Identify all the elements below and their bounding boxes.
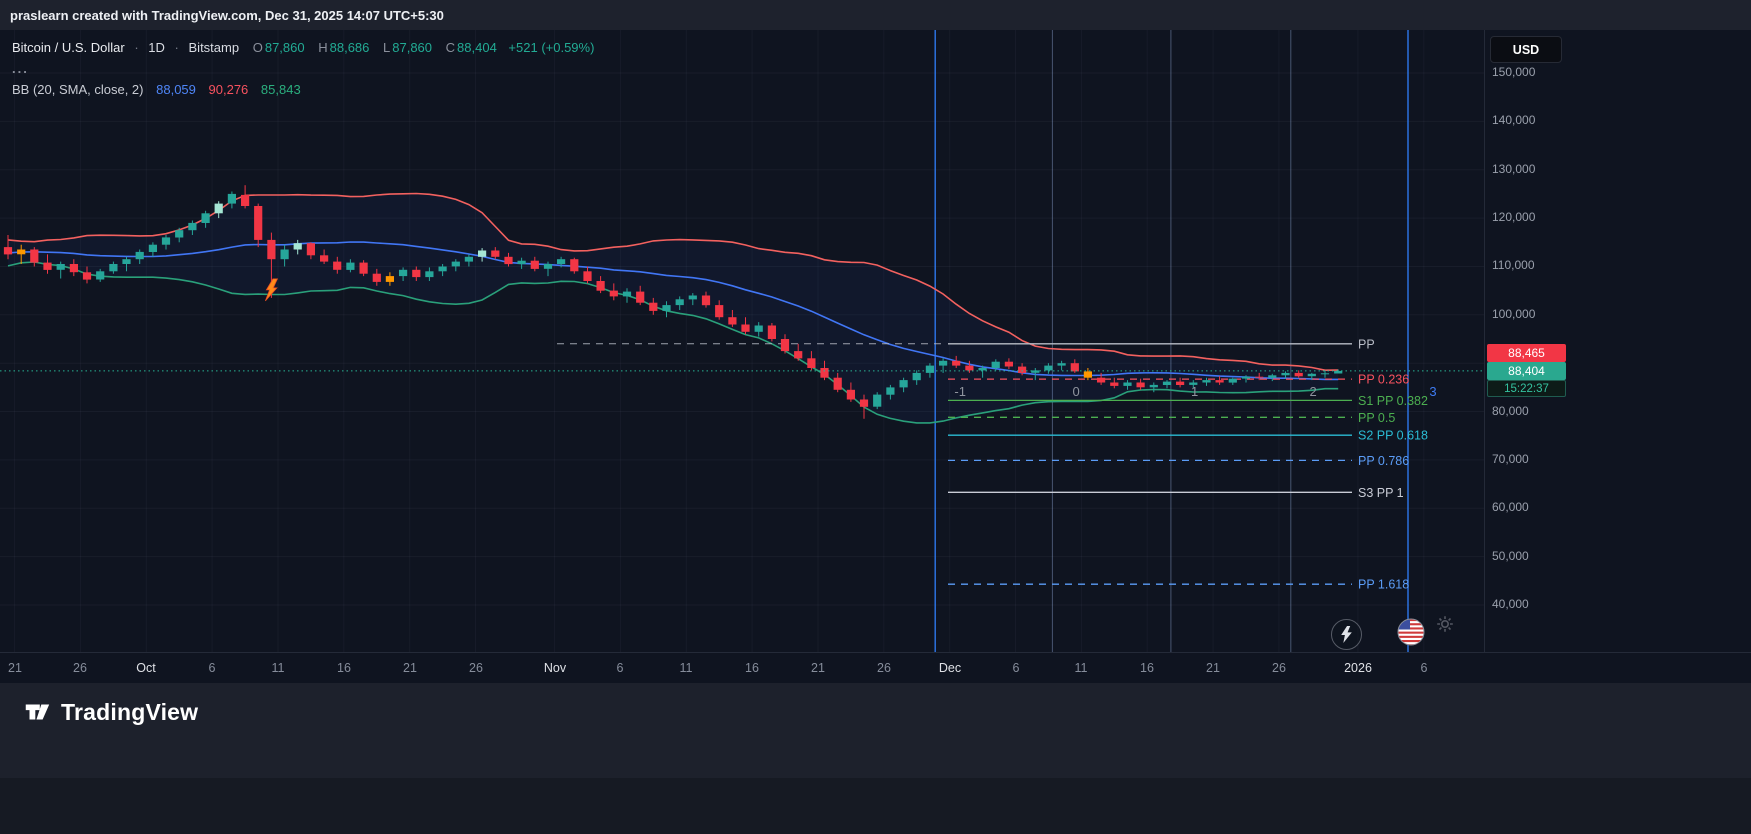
- change-value: +521 (+0.59%): [508, 40, 595, 55]
- time-tick-label: 6: [1012, 661, 1020, 675]
- time-tick-label: 11: [679, 661, 693, 675]
- price-tick-label: 100,000: [1492, 307, 1536, 321]
- close-value: 88,404: [457, 40, 497, 55]
- lightning-event-marker[interactable]: [265, 278, 279, 302]
- interval-label: 1D: [148, 40, 165, 55]
- time-tick-label: 26: [1272, 661, 1286, 675]
- price-tick-label: 150,000: [1492, 65, 1536, 79]
- price-tick-label: 110,000: [1492, 258, 1535, 272]
- pivot-level-label: S2 PP 0.618: [1358, 429, 1428, 443]
- tradingview-logo[interactable]: TradingView: [22, 697, 198, 727]
- time-tick-label: 6: [208, 661, 216, 675]
- bollinger-bands: [7, 192, 1339, 424]
- price-tick-label: 140,000: [1492, 113, 1536, 127]
- high-value: 88,686: [329, 40, 370, 55]
- symbol-title: Bitcoin / U.S. Dollar: [12, 40, 125, 55]
- us-flag-icon[interactable]: [1397, 618, 1425, 646]
- chart-text-labels: -1 0 1 2 3: [954, 384, 1436, 399]
- pivot-zone-label: 3: [1429, 384, 1436, 399]
- pivot-zone-label: 1: [1191, 384, 1198, 399]
- time-tick-label: 26: [877, 661, 891, 675]
- bb-lower-value: 85,843: [260, 82, 301, 97]
- time-tick-label: 26: [469, 661, 483, 675]
- bb-title: BB (20, SMA, close, 2): [12, 82, 144, 97]
- last-price-label: 88,404: [1487, 362, 1566, 380]
- gear-icon: [1430, 611, 1460, 637]
- bb-basis-value: 88,059: [156, 82, 196, 97]
- time-tick-label: 21: [811, 661, 825, 675]
- pivot-level-label: PP 1.618: [1358, 578, 1409, 592]
- price-tick-label: 120,000: [1492, 210, 1536, 224]
- pivot-level-label: PP: [1358, 337, 1375, 351]
- time-tick-label: 16: [1140, 661, 1154, 675]
- pivot-zone-label: -1: [954, 384, 966, 399]
- pivot-zone-label: 0: [1072, 384, 1079, 399]
- pivot-time-lines[interactable]: [934, 30, 1409, 652]
- low-label: L: [383, 40, 391, 55]
- pivot-level-label: PP 0.236: [1358, 373, 1409, 387]
- bb-upper-value: 90,276: [208, 82, 249, 97]
- price-tick-label: 130,000: [1492, 162, 1536, 176]
- lightning-icon: [1341, 626, 1352, 643]
- bar-countdown-label: 15:22:37: [1487, 380, 1566, 397]
- fib-pivot-levels[interactable]: PP PP 0.236 S1 PP 0.382 PP 0.5 S2 PP 0.618 PP…: [557, 337, 1428, 592]
- low-value: 87,860: [392, 40, 433, 55]
- close-label: C: [445, 40, 456, 55]
- pivot-level-label: PP 0.5: [1358, 411, 1395, 425]
- alert-price-label: 88,465: [1487, 344, 1566, 362]
- separator-dot: ·: [174, 40, 179, 55]
- price-tick-label: 40,000: [1492, 597, 1529, 611]
- exchange-label: Bitstamp: [188, 40, 240, 55]
- currency-usd-button[interactable]: USD: [1490, 36, 1562, 63]
- high-label: H: [318, 40, 328, 55]
- attribution-bar: praslearn created with TradingView.com, …: [0, 0, 1751, 30]
- tradingview-logo-text: TradingView: [61, 698, 199, 725]
- tradingview-logo-icon: [25, 704, 50, 720]
- price-tick-label: 60,000: [1492, 500, 1529, 514]
- time-tick-label: 16: [337, 661, 351, 675]
- quick-alert-button[interactable]: [1331, 619, 1362, 650]
- price-tick-label: 50,000: [1492, 549, 1529, 563]
- footer-bar: TradingView: [0, 683, 1751, 834]
- pivot-level-label: S3 PP 1: [1358, 486, 1404, 500]
- price-tick-label: 70,000: [1492, 452, 1529, 466]
- price-tick-label: 80,000: [1492, 404, 1529, 418]
- candlestick-series[interactable]: [3, 185, 1343, 419]
- time-tick-label: 21: [403, 661, 417, 675]
- time-tick-label: 11: [1074, 661, 1088, 675]
- open-label: O: [252, 40, 263, 55]
- time-tick-label: 16: [745, 661, 759, 675]
- time-tick-label: 11: [271, 661, 285, 675]
- chart-pane[interactable]: PP PP 0.236 S1 PP 0.382 PP 0.5 S2 PP 0.618 PP…: [0, 30, 1484, 652]
- time-tick-label: 21: [8, 661, 22, 675]
- time-tick-label: 6: [1420, 661, 1428, 675]
- time-tick-label: Nov: [543, 661, 567, 675]
- legend-more-button[interactable]: ...: [12, 61, 29, 76]
- time-axis[interactable]: 21 26 Oct 6 11 16 21 26 Nov 6 11 16 21 26 Dec 6 11 16 21 26…: [0, 652, 1751, 683]
- price-axis[interactable]: USD 88,465 88,404 15:22:37 150,000 140,00…: [1484, 30, 1751, 652]
- bottom-strip: [0, 778, 1751, 834]
- time-tick-label: 26: [73, 661, 87, 675]
- time-tick-label: 21: [1206, 661, 1220, 675]
- bb-indicator-row[interactable]: BB (20, SMA, close, 2) 88,059 90,276 85,…: [12, 80, 594, 99]
- time-tick-label: Oct: [136, 661, 156, 675]
- pivot-zone-label: 2: [1309, 384, 1316, 399]
- pivot-level-label: PP 0.786: [1358, 454, 1409, 468]
- pivot-level-label: S1 PP 0.382: [1358, 394, 1428, 408]
- chart-canvas[interactable]: PP PP 0.236 S1 PP 0.382 PP 0.5 S2 PP 0.618 PP…: [0, 30, 1484, 652]
- open-value: 87,860: [264, 40, 305, 55]
- time-tick-label: Dec: [938, 661, 962, 675]
- time-tick-label: 6: [616, 661, 624, 675]
- attribution-text: praslearn created with TradingView.com, …: [10, 7, 444, 23]
- separator-dot: ·: [134, 40, 139, 55]
- time-tick-label: 2026: [1344, 661, 1372, 675]
- grid-lines: [0, 30, 1484, 652]
